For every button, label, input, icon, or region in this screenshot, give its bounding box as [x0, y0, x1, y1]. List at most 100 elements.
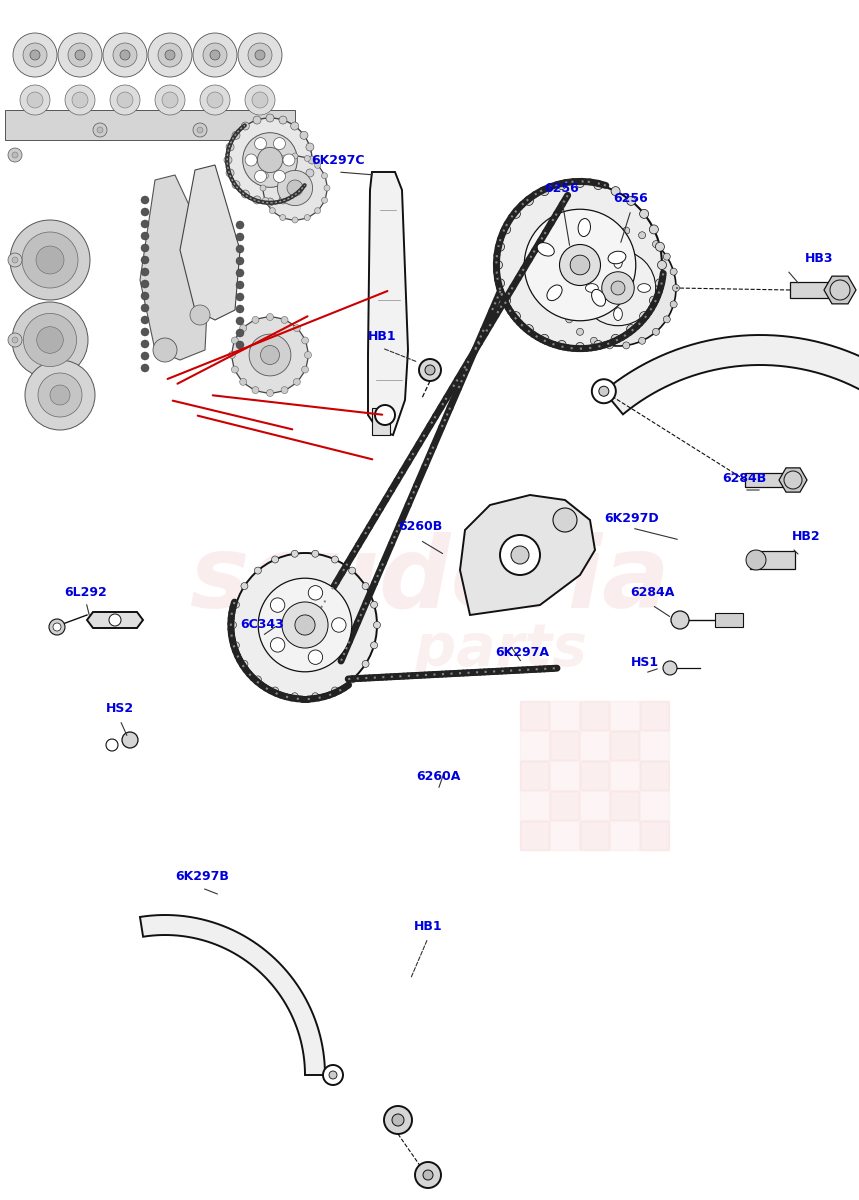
- Circle shape: [37, 326, 64, 353]
- Circle shape: [496, 278, 504, 288]
- Circle shape: [374, 622, 381, 629]
- Circle shape: [20, 85, 50, 115]
- Circle shape: [263, 156, 327, 220]
- Text: 6K297C: 6K297C: [311, 154, 365, 167]
- Circle shape: [252, 92, 268, 108]
- Circle shape: [240, 378, 247, 385]
- Circle shape: [229, 622, 236, 629]
- Circle shape: [332, 686, 338, 694]
- Circle shape: [23, 313, 76, 367]
- Bar: [520, 731, 549, 760]
- Circle shape: [200, 85, 230, 115]
- Circle shape: [72, 92, 88, 108]
- Circle shape: [232, 181, 240, 188]
- Circle shape: [312, 551, 319, 557]
- Bar: [640, 821, 669, 850]
- Circle shape: [640, 209, 649, 218]
- Ellipse shape: [613, 307, 623, 320]
- Polygon shape: [824, 276, 856, 304]
- Circle shape: [260, 346, 279, 365]
- Circle shape: [279, 116, 287, 124]
- Circle shape: [53, 623, 61, 631]
- Circle shape: [494, 260, 503, 270]
- Circle shape: [287, 180, 303, 196]
- Circle shape: [232, 317, 308, 392]
- Circle shape: [626, 325, 636, 334]
- Circle shape: [236, 245, 244, 253]
- Circle shape: [281, 386, 288, 394]
- Circle shape: [231, 366, 239, 373]
- Bar: [640, 791, 669, 820]
- Circle shape: [304, 156, 310, 162]
- Circle shape: [308, 586, 323, 600]
- Circle shape: [349, 676, 356, 683]
- Circle shape: [155, 85, 185, 115]
- Circle shape: [254, 676, 261, 683]
- Circle shape: [266, 313, 273, 320]
- Circle shape: [241, 190, 249, 198]
- Circle shape: [502, 296, 510, 305]
- Text: HB1: HB1: [368, 330, 396, 343]
- Circle shape: [290, 122, 299, 130]
- Circle shape: [657, 260, 667, 270]
- Circle shape: [540, 335, 549, 343]
- Circle shape: [281, 317, 288, 323]
- Circle shape: [249, 334, 291, 376]
- Polygon shape: [87, 612, 143, 628]
- Circle shape: [362, 582, 369, 589]
- Circle shape: [524, 209, 636, 320]
- Circle shape: [300, 131, 308, 139]
- Circle shape: [158, 43, 182, 67]
- Circle shape: [226, 143, 234, 151]
- Circle shape: [148, 32, 192, 77]
- Circle shape: [599, 386, 609, 396]
- Circle shape: [611, 281, 625, 295]
- Circle shape: [332, 618, 346, 632]
- Circle shape: [576, 241, 583, 247]
- Circle shape: [663, 253, 670, 260]
- Circle shape: [266, 198, 274, 206]
- Circle shape: [224, 156, 232, 164]
- Ellipse shape: [537, 242, 554, 256]
- Text: 6K297B: 6K297B: [175, 870, 229, 883]
- Bar: [550, 791, 579, 820]
- Bar: [745, 473, 783, 487]
- Circle shape: [236, 233, 244, 241]
- Circle shape: [141, 304, 149, 312]
- Circle shape: [602, 271, 634, 305]
- Circle shape: [649, 296, 658, 305]
- Circle shape: [193, 122, 207, 137]
- Text: HS1: HS1: [631, 655, 659, 668]
- Circle shape: [271, 556, 278, 563]
- Circle shape: [253, 196, 261, 204]
- Bar: [520, 761, 549, 790]
- Circle shape: [511, 312, 521, 320]
- Circle shape: [110, 85, 140, 115]
- Circle shape: [282, 602, 328, 648]
- Circle shape: [314, 162, 320, 168]
- Circle shape: [324, 185, 330, 191]
- Circle shape: [349, 568, 356, 574]
- Circle shape: [109, 614, 121, 626]
- Circle shape: [559, 245, 600, 286]
- Circle shape: [291, 692, 298, 700]
- Text: car  parts: car parts: [271, 622, 587, 678]
- Circle shape: [304, 352, 312, 359]
- Polygon shape: [368, 172, 408, 434]
- Circle shape: [623, 342, 630, 349]
- Circle shape: [30, 50, 40, 60]
- Circle shape: [13, 32, 57, 77]
- Circle shape: [670, 268, 677, 275]
- Circle shape: [576, 342, 584, 352]
- Circle shape: [153, 338, 177, 362]
- Bar: [610, 821, 639, 850]
- Circle shape: [141, 232, 149, 240]
- Text: 6260B: 6260B: [398, 521, 442, 534]
- Bar: [550, 701, 579, 730]
- Text: 6C343: 6C343: [241, 618, 283, 631]
- Circle shape: [254, 138, 266, 150]
- Circle shape: [260, 185, 266, 191]
- Circle shape: [594, 180, 603, 190]
- Circle shape: [141, 364, 149, 372]
- Circle shape: [392, 1114, 404, 1126]
